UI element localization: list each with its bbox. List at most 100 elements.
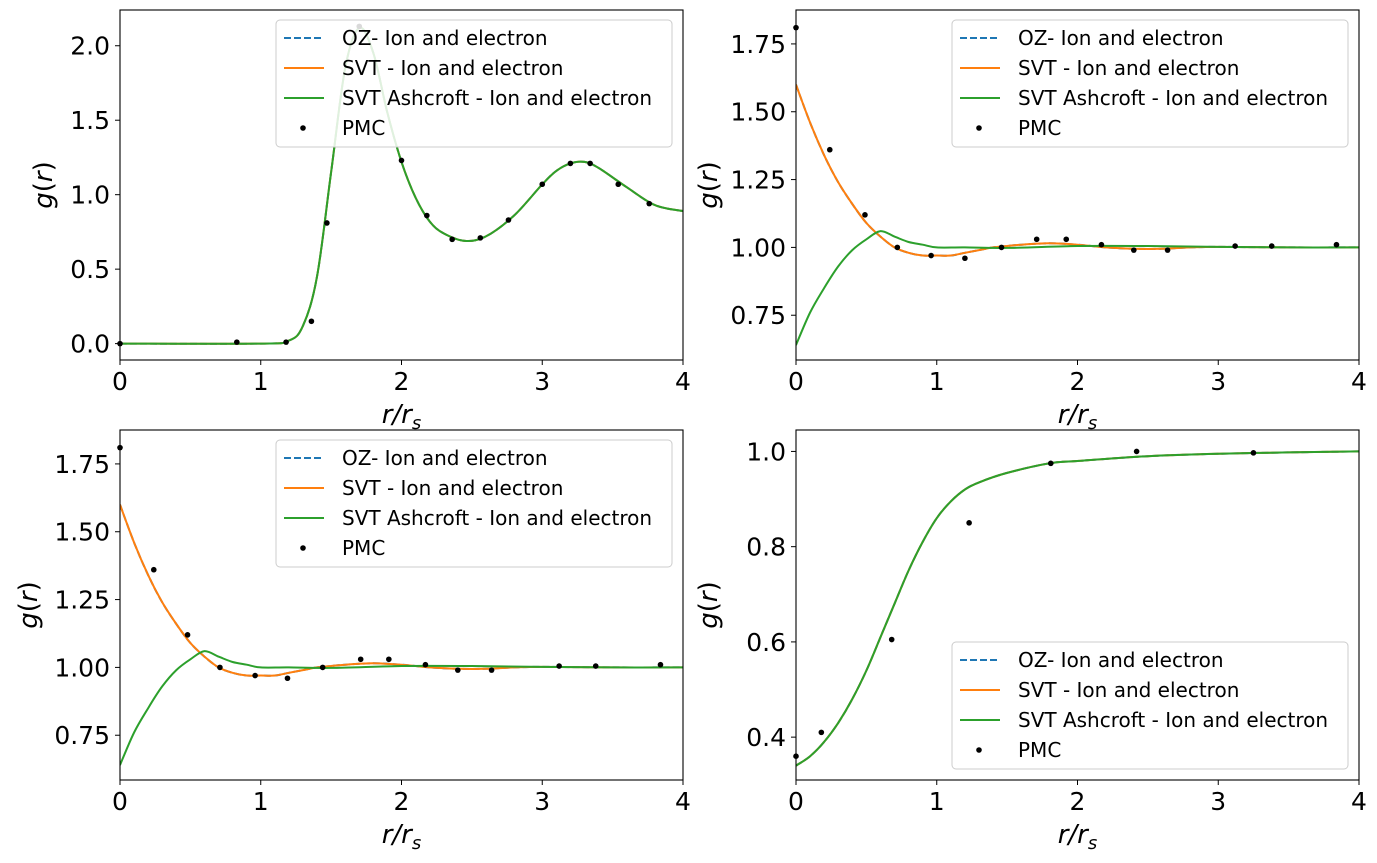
data-point: [962, 255, 968, 262]
x-tick-label: 0: [788, 367, 804, 396]
legend-box: [951, 19, 1349, 148]
data-point: [1164, 247, 1171, 253]
y-tick-label: 0.5: [70, 255, 110, 284]
legend-marker: [976, 125, 982, 131]
y-label-paren: ): [14, 581, 44, 591]
y-tick-label: 1.00: [730, 233, 786, 262]
data-point: [424, 212, 430, 219]
y-label-paren: (: [694, 182, 724, 192]
y-tick-label: 1.50: [54, 518, 110, 547]
series-line-3: [796, 450, 1359, 767]
data-point: [252, 672, 258, 679]
y-tick-label: 2.0: [70, 32, 110, 61]
y-label-text: g: [694, 192, 724, 209]
data-point: [567, 160, 574, 167]
legend-box: [275, 19, 673, 148]
data-point: [386, 656, 392, 663]
x-tick-label: 1: [929, 367, 945, 396]
legend: OZ- Ion and electron SVT - Ion and electr…: [951, 641, 1349, 770]
y-label-text: g: [694, 612, 724, 629]
y-label-paren: (: [29, 182, 59, 192]
x-label-subscript: s: [412, 413, 421, 434]
y-label-text: g: [29, 192, 59, 209]
x-tick-label: 2: [394, 367, 410, 396]
legend-label: OZ- Ion and electron: [1018, 26, 1224, 50]
x-label-text: r/r: [1058, 400, 1090, 430]
legend-label: SVT - Ion and electron: [342, 476, 563, 500]
data-point: [1333, 241, 1340, 248]
x-tick-label: 2: [1070, 787, 1086, 816]
data-point: [357, 656, 364, 663]
series-line-3: [796, 230, 1359, 346]
legend-label: SVT Ashcroft - Ion and electron: [1018, 86, 1328, 110]
y-tick-label: 0.6: [746, 628, 786, 657]
data-point: [888, 636, 895, 643]
data-point: [1098, 241, 1105, 248]
y-tick-label: 1.50: [730, 98, 786, 127]
legend-label: PMC: [1018, 738, 1061, 762]
legend-label: PMC: [342, 536, 385, 560]
y-tick-label: 1.75: [54, 450, 110, 479]
x-tick-label: 3: [534, 787, 550, 816]
x-tick-label: 1: [253, 787, 269, 816]
data-point: [862, 212, 868, 218]
data-point: [319, 664, 326, 671]
x-tick-label: 4: [1351, 787, 1367, 816]
y-label-var: r: [14, 589, 44, 602]
x-axis-label: r/rs: [382, 400, 422, 434]
data-point: [488, 667, 495, 673]
x-tick-label: 3: [534, 367, 550, 396]
data-point: [998, 244, 1005, 251]
data-point: [818, 729, 825, 736]
data-point: [1232, 243, 1238, 249]
data-point: [150, 566, 157, 573]
chart-panel-4: 0 1 2 3 4 0.4 0.6 0.8 1.0 r/rs g(r) OZ- Ion and ele…: [694, 429, 1367, 854]
x-tick-label: 0: [112, 367, 128, 396]
legend: OZ- Ion and electron SVT - Ion and electr…: [275, 439, 673, 568]
y-label-text: g: [14, 612, 44, 629]
series-line-2: [120, 504, 683, 677]
x-axis-label: r/rs: [1058, 820, 1098, 854]
x-tick-label: 0: [112, 787, 128, 816]
y-tick-label: 0.8: [746, 533, 786, 562]
y-tick-label: 1.00: [54, 653, 110, 682]
y-tick-label: 1.25: [54, 586, 110, 615]
x-axis-label: r/rs: [382, 820, 422, 854]
legend-box: [275, 439, 673, 568]
legend-label: SVT - Ion and electron: [1018, 56, 1239, 80]
series-4-points: [793, 24, 1340, 262]
data-point: [284, 675, 291, 682]
y-axis-label: g(r): [29, 161, 59, 209]
x-label-subscript: s: [1088, 833, 1097, 854]
data-point: [646, 200, 653, 207]
data-point: [505, 217, 512, 223]
y-label-var: r: [694, 589, 724, 602]
legend-label: OZ- Ion and electron: [342, 446, 548, 470]
x-tick-label: 3: [1210, 787, 1226, 816]
data-point: [422, 661, 429, 668]
y-label-var: r: [694, 169, 724, 182]
data-point: [283, 339, 289, 345]
series-4-points: [117, 444, 664, 682]
legend-label: SVT Ashcroft - Ion and electron: [342, 506, 652, 530]
x-tick-label: 1: [929, 787, 945, 816]
data-point: [477, 235, 484, 241]
y-tick-label: 1.75: [730, 30, 786, 59]
data-point: [539, 181, 546, 188]
legend-marker: [300, 125, 306, 131]
y-label-paren: ): [694, 161, 724, 171]
series-line-3: [120, 650, 683, 766]
y-tick-label: 1.0: [70, 181, 110, 210]
series-line-2: [796, 84, 1359, 257]
legend-label: SVT Ashcroft - Ion and electron: [342, 86, 652, 110]
x-label-subscript: s: [1088, 413, 1097, 434]
data-point: [1250, 450, 1257, 456]
legend-marker: [300, 545, 306, 551]
data-point: [657, 661, 664, 668]
data-point: [217, 664, 223, 671]
chart-panel-1: 0 1 2 3 4 0.0 0.5 1.0 1.5 2.0 r/rs g(r) OZ- Ion and …: [29, 9, 691, 434]
legend: OZ- Ion and electron SVT - Ion and electr…: [275, 19, 673, 148]
data-point: [894, 244, 901, 251]
y-axis-label: g(r): [14, 581, 44, 629]
